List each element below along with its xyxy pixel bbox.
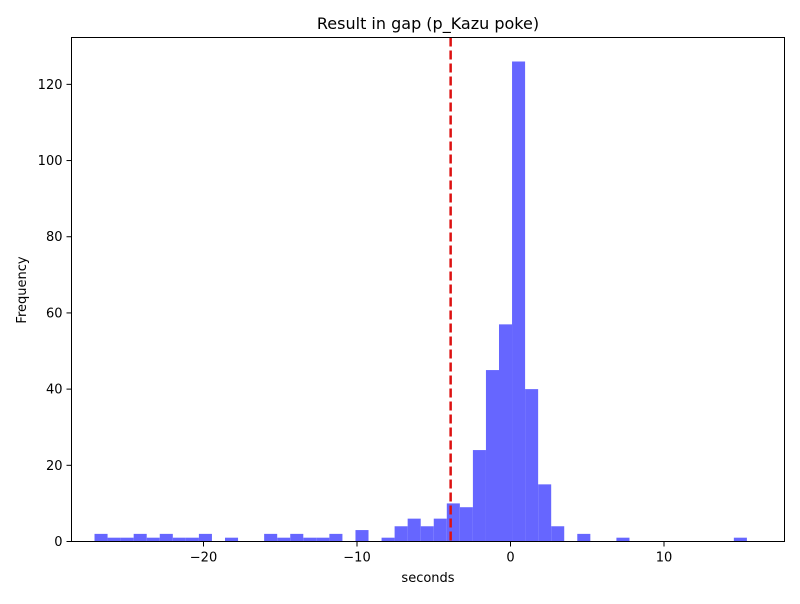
histogram-bar (225, 537, 239, 542)
histogram-bar (198, 533, 212, 542)
histogram-bar (407, 518, 421, 542)
y-tick-label: 60 (46, 306, 63, 321)
chart-title: Result in gap (p_Kazu poke) (317, 14, 539, 34)
histogram-bar (94, 533, 108, 542)
histogram-bar (512, 61, 526, 542)
histogram-bar (498, 324, 513, 542)
histogram-bar (159, 533, 173, 542)
histogram-bar (303, 537, 317, 542)
histogram-bar (472, 450, 486, 542)
x-tick-label: 0 (506, 551, 514, 566)
histogram-bar (120, 537, 134, 542)
x-tick-label: 10 (656, 551, 673, 566)
y-tick-label: 40 (46, 383, 63, 398)
histogram-bar (538, 484, 552, 542)
histogram-bar (277, 537, 291, 542)
y-axis-ticks: 0 20 40 60 80 100 120 (38, 78, 72, 550)
histogram-bar (733, 537, 747, 542)
histogram-bar (485, 370, 499, 542)
histogram-bar (433, 518, 447, 542)
histogram-bar (172, 537, 186, 542)
plot-frame (71, 37, 785, 542)
histogram-bar (381, 537, 395, 542)
histogram-bar (355, 530, 369, 542)
histogram-bar (290, 533, 304, 542)
histogram-bar (459, 507, 473, 542)
y-tick-label: 120 (38, 78, 63, 93)
histogram-bar (616, 537, 630, 542)
y-axis-label: Frequency (15, 256, 30, 323)
histogram-bar (133, 533, 147, 542)
histogram-bar (394, 526, 408, 542)
histogram-bar (420, 526, 434, 542)
y-tick-label: 0 (54, 535, 62, 550)
histogram-bar (107, 537, 121, 542)
y-tick-label: 20 (46, 459, 63, 474)
histogram-bar (551, 526, 565, 542)
histogram-bar (316, 537, 330, 542)
x-axis-label: seconds (401, 571, 454, 586)
x-tick-label: −20 (190, 551, 217, 566)
histogram-bar (446, 503, 460, 542)
x-tick-label: −10 (343, 551, 370, 566)
y-tick-label: 100 (38, 154, 63, 169)
histogram-bar (577, 533, 591, 542)
x-axis-ticks: −20 −10 0 10 (190, 541, 673, 566)
histogram-bar (329, 533, 343, 542)
histogram-bar (146, 537, 160, 542)
histogram-bar (264, 533, 278, 542)
histogram-bar (185, 537, 199, 542)
y-tick-label: 80 (46, 230, 63, 245)
histogram-bar (525, 389, 539, 542)
